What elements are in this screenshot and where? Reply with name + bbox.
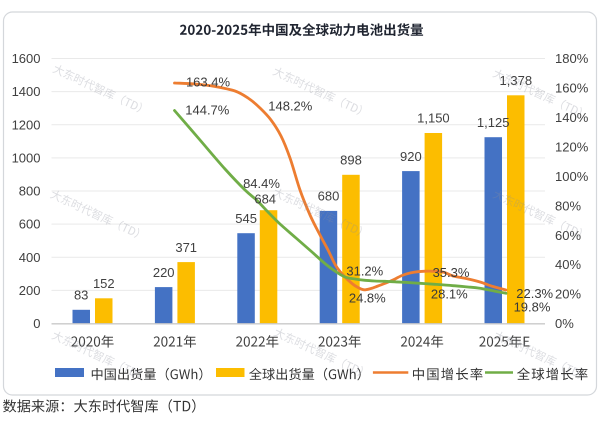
- svg-text:600: 600: [19, 217, 41, 232]
- svg-text:120%: 120%: [555, 139, 589, 154]
- svg-text:148.2%: 148.2%: [268, 98, 313, 113]
- svg-text:1000: 1000: [12, 151, 41, 166]
- svg-text:80%: 80%: [555, 198, 581, 213]
- svg-text:24.8%: 24.8%: [349, 291, 386, 306]
- svg-text:1,125: 1,125: [477, 115, 510, 130]
- svg-text:898: 898: [340, 153, 362, 168]
- svg-text:920: 920: [400, 149, 422, 164]
- svg-text:800: 800: [19, 184, 41, 199]
- svg-text:680: 680: [318, 189, 340, 204]
- svg-text:163.4%: 163.4%: [186, 74, 231, 89]
- svg-text:371: 371: [175, 240, 197, 255]
- svg-text:1,150: 1,150: [417, 111, 450, 126]
- svg-text:160%: 160%: [555, 81, 589, 96]
- svg-text:220: 220: [153, 265, 175, 280]
- svg-text:144.7%: 144.7%: [185, 102, 230, 117]
- svg-text:0%: 0%: [555, 316, 574, 331]
- svg-text:31.2%: 31.2%: [346, 264, 383, 279]
- svg-text:684: 684: [254, 191, 276, 206]
- svg-text:22.3%: 22.3%: [516, 286, 553, 301]
- svg-text:1400: 1400: [12, 84, 41, 99]
- svg-text:200: 200: [19, 283, 41, 298]
- svg-text:20%: 20%: [555, 287, 581, 302]
- svg-text:545: 545: [235, 211, 257, 226]
- svg-text:35.3%: 35.3%: [433, 265, 470, 280]
- svg-text:40%: 40%: [555, 257, 581, 272]
- svg-text:180%: 180%: [555, 51, 589, 66]
- svg-text:400: 400: [19, 250, 41, 265]
- svg-text:28.1%: 28.1%: [431, 286, 468, 301]
- svg-text:84.4%: 84.4%: [243, 176, 280, 191]
- svg-text:19.8%: 19.8%: [514, 299, 551, 314]
- svg-text:152: 152: [93, 276, 115, 291]
- svg-text:1200: 1200: [12, 117, 41, 132]
- svg-text:83: 83: [74, 288, 88, 303]
- svg-text:100%: 100%: [555, 169, 589, 184]
- svg-text:60%: 60%: [555, 228, 581, 243]
- svg-text:1600: 1600: [12, 51, 41, 66]
- svg-text:0: 0: [33, 316, 40, 331]
